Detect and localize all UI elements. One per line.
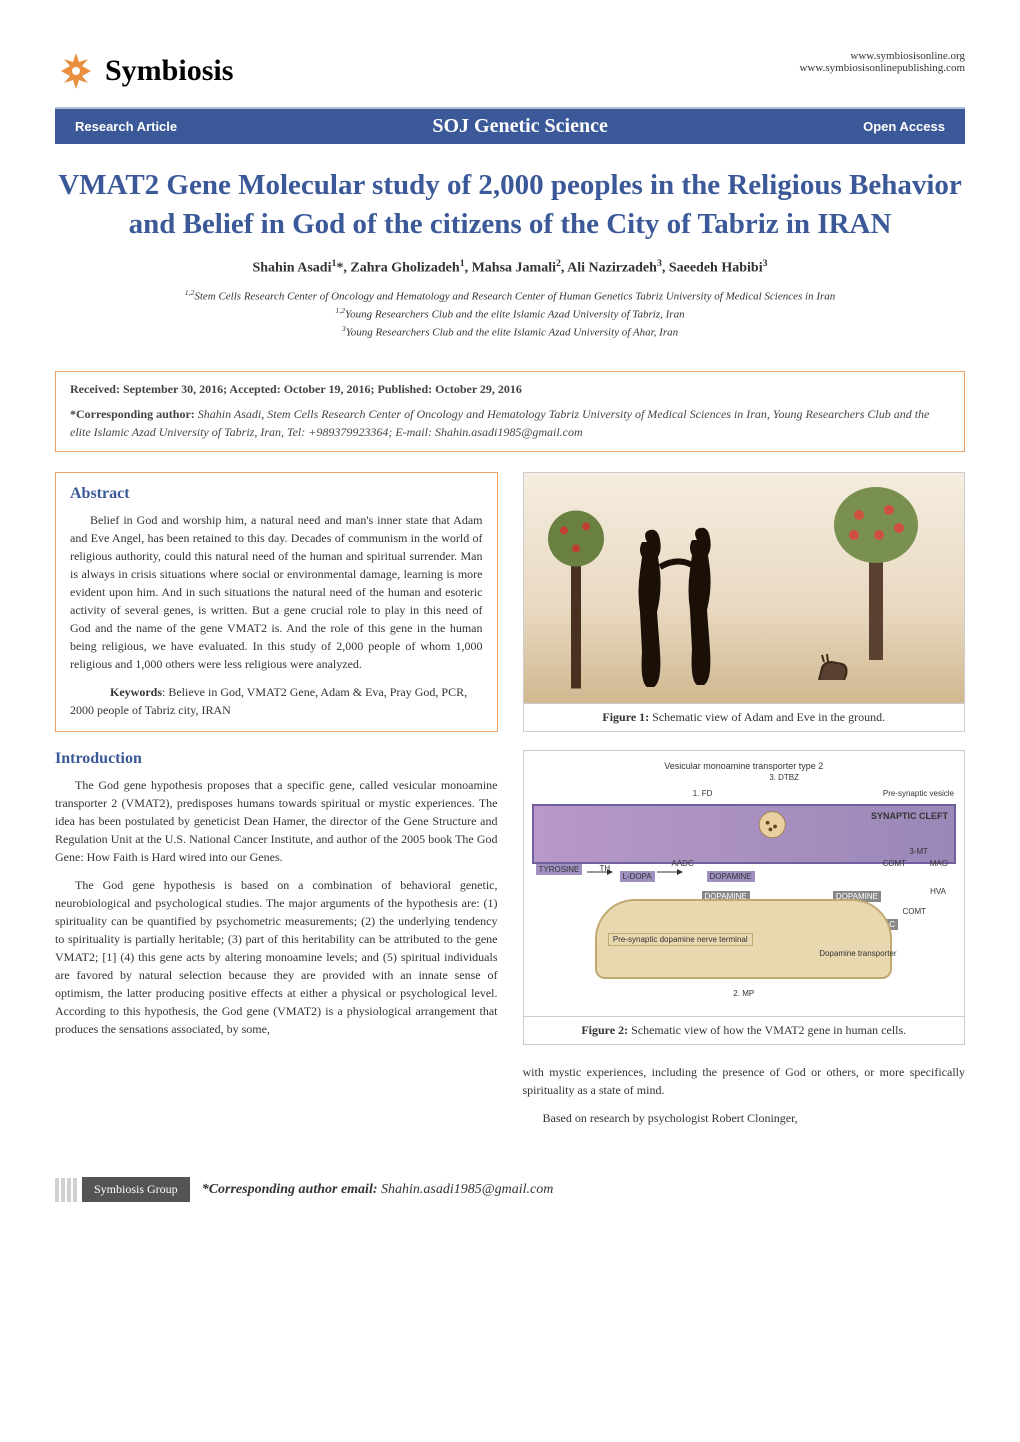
abstract-text: Belief in God and worship him, a natural… — [70, 511, 483, 673]
label-comt: COMT — [882, 859, 906, 868]
figure-2: Vesicular monoamine transporter type 2 3… — [523, 750, 966, 1045]
journal-banner: Research Article SOJ Genetic Science Ope… — [55, 107, 965, 144]
label-tyrosine: TYROSINE — [536, 864, 583, 875]
keywords-label: Keywords — [90, 683, 162, 701]
affiliation-3: 3Young Researchers Club and the elite Is… — [55, 323, 965, 341]
figure-1-caption: Figure 1: Schematic view of Adam and Eve… — [524, 703, 965, 731]
fig2-text: Schematic view of how the VMAT2 gene in … — [628, 1023, 906, 1037]
tree-right-icon — [829, 478, 929, 662]
introduction-heading: Introduction — [55, 750, 498, 768]
label-terminal: Pre-synaptic dopamine nerve terminal — [608, 933, 753, 946]
corresponding-text: Shahin Asadi, Stem Cells Research Center… — [70, 407, 929, 439]
label-hva: HVA — [930, 887, 946, 896]
label-transporter: Dopamine transporter — [819, 949, 896, 958]
page-header: Symbiosis www.symbiosisonline.org www.sy… — [55, 50, 965, 92]
figure-1-image — [524, 473, 965, 703]
journal-name: SOJ Genetic Science — [432, 115, 608, 138]
right-column: Figure 1: Schematic view of Adam and Eve… — [523, 472, 966, 1137]
intro-p4: Based on research by psychologist Robert… — [523, 1109, 966, 1127]
intro-p3: with mystic experiences, including the p… — [523, 1063, 966, 1099]
footer-email: *Corresponding author email: Shahin.asad… — [202, 1182, 554, 1198]
corresponding-author: *Corresponding author: Shahin Asadi, Ste… — [70, 405, 950, 441]
logo-section: Symbiosis — [55, 50, 233, 92]
fig2-label: Figure 2: — [581, 1023, 628, 1037]
footer-email-value: Shahin.asadi1985@gmail.com — [378, 1182, 554, 1197]
diagram-title: Vesicular monoamine transporter type 2 — [664, 761, 823, 771]
fig1-text: Schematic view of Adam and Eve in the gr… — [649, 710, 885, 724]
label-3mt: 3-MT — [909, 847, 928, 856]
figure-1: Figure 1: Schematic view of Adam and Eve… — [523, 472, 966, 732]
intro-p1: The God gene hypothesis proposes that a … — [55, 776, 498, 866]
affiliation-2: 1,2Young Researchers Club and the elite … — [55, 305, 965, 323]
deer-icon — [814, 650, 854, 685]
affiliations: 1,2Stem Cells Research Center of Oncolog… — [55, 287, 965, 341]
label-dtbz: 3. DTBZ — [769, 773, 799, 782]
left-column: Abstract Belief in God and worship him, … — [55, 472, 498, 1137]
corresponding-label: *Corresponding author: — [70, 407, 195, 421]
introduction-text: The God gene hypothesis proposes that a … — [55, 776, 498, 1038]
publication-dates: Received: September 30, 2016; Accepted: … — [70, 382, 950, 397]
label-comt-2: COMT — [902, 907, 926, 916]
footer-stripes-icon — [55, 1178, 77, 1202]
symbiosis-logo-icon — [55, 50, 97, 92]
footer-email-label: *Corresponding author email: — [202, 1182, 378, 1197]
abstract-paragraph: Belief in God and worship him, a natural… — [70, 511, 483, 673]
content-columns: Abstract Belief in God and worship him, … — [55, 472, 965, 1137]
fig1-label: Figure 1: — [602, 710, 649, 724]
label-cleft: SYNAPTIC CLEFT — [871, 811, 948, 821]
silhouettes-icon — [612, 522, 752, 692]
page-footer: Symbiosis Group *Corresponding author em… — [55, 1177, 965, 1202]
figure-2-image: Vesicular monoamine transporter type 2 3… — [524, 751, 965, 1016]
keywords-section: Keywords: Believe in God, VMAT2 Gene, Ad… — [70, 683, 483, 719]
abstract-box: Abstract Belief in God and worship him, … — [55, 472, 498, 732]
label-mao: MAO — [930, 859, 948, 868]
authors-list: Shahin Asadi1*, Zahra Gholizadeh1, Mahsa… — [55, 258, 965, 277]
intro-p2: The God gene hypothesis is based on a co… — [55, 876, 498, 1038]
header-urls: www.symbiosisonline.org www.symbiosisonl… — [799, 50, 965, 74]
figure-2-caption: Figure 2: Schematic view of how the VMAT… — [524, 1016, 965, 1044]
right-body-text: with mystic experiences, including the p… — [523, 1063, 966, 1127]
tree-left-icon — [546, 485, 606, 692]
abstract-heading: Abstract — [70, 485, 483, 503]
arrow-icon — [587, 867, 717, 877]
logo-text: Symbiosis — [105, 54, 233, 88]
url-1[interactable]: www.symbiosisonline.org — [799, 50, 965, 62]
label-vesicle: Pre-synaptic vesicle — [883, 789, 954, 798]
article-title: VMAT2 Gene Molecular study of 2,000 peop… — [55, 166, 965, 244]
footer-badge: Symbiosis Group — [82, 1177, 190, 1202]
affiliation-1: 1,2Stem Cells Research Center of Oncolog… — [55, 287, 965, 305]
label-fd: 1. FD — [693, 789, 713, 798]
url-2[interactable]: www.symbiosisonlinepublishing.com — [799, 62, 965, 74]
access-type: Open Access — [863, 119, 945, 134]
publication-info-box: Received: September 30, 2016; Accepted: … — [55, 371, 965, 452]
article-type: Research Article — [75, 119, 177, 134]
label-mp: 2. MP — [733, 989, 754, 998]
